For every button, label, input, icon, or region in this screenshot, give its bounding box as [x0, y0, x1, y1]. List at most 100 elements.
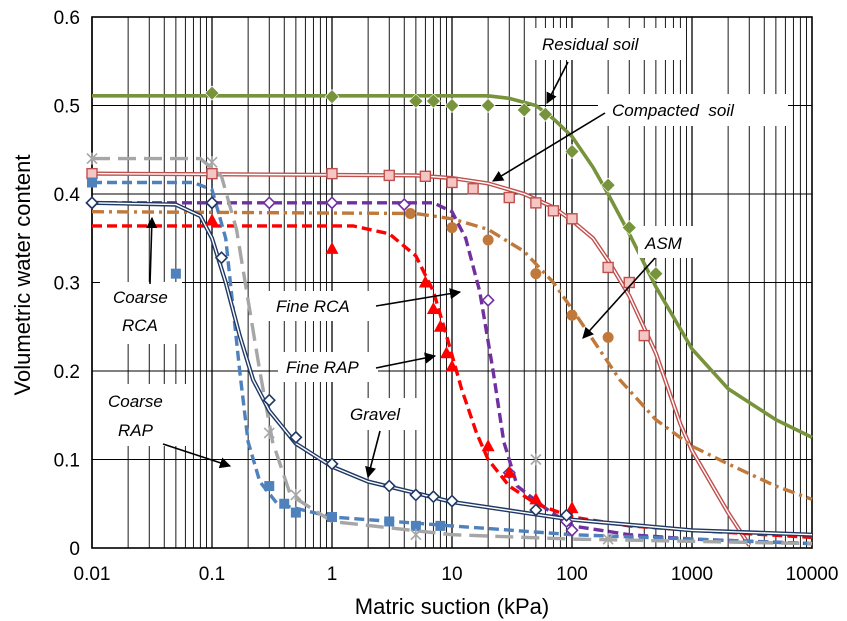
tick-labels: 0.01 0.1 1 10 100 1000 10000 0 0.1 0.2 0.3 0.4 0.5 0.… [54, 8, 839, 585]
y-tick-label: 0 [69, 539, 80, 560]
fit-curve-fine-rca [92, 201, 813, 546]
data-point-coarse-rap [264, 481, 275, 492]
data-point-residual-soil [425, 93, 441, 109]
data-point-fine-rca [481, 293, 495, 307]
data-point-fine-rap [433, 319, 447, 332]
data-point-fine-rap [205, 213, 219, 226]
label-box-coarse-rca [100, 282, 182, 344]
data-point-residual-soil [621, 220, 637, 236]
data-point-gravel [289, 430, 303, 445]
data-point-residual-soil [324, 89, 340, 105]
label-box-gravel [340, 398, 418, 430]
x-axis-title: Matric suction (kPa) [355, 594, 549, 619]
plot-frame [91, 16, 813, 549]
data-point-coarse-rca [263, 426, 275, 439]
data-point-asm [530, 268, 542, 280]
data-point-asm [446, 222, 458, 234]
x-tick-label: 1 [327, 564, 338, 585]
data-point-coarse-rca [86, 152, 98, 165]
arrow-compacted-soil [492, 112, 606, 182]
data-point-fine-rca [565, 523, 579, 537]
data-point-asm [602, 331, 614, 343]
data-point-gravel [205, 196, 219, 210]
data-point-coarse-rca [602, 533, 614, 546]
data-point-gravel [214, 251, 229, 265]
data-point-residual-soil [516, 102, 532, 118]
label-coarse-rca-line2: RCA [122, 316, 158, 335]
y-tick-label: 0.1 [54, 451, 80, 472]
y-tick-label: 0.4 [54, 185, 81, 206]
data-point-coarse-rap [290, 507, 301, 518]
label-residual-soil: Residual soil [542, 35, 640, 54]
leader-arrows [146, 61, 656, 479]
x-tick-label: 10000 [786, 564, 839, 585]
data-point-compacted-soil [467, 182, 479, 195]
data-point-coarse-rap [410, 520, 421, 531]
label-box-fine-rap [278, 352, 378, 382]
data-point-asm [566, 309, 578, 321]
data-point-compacted-soil [419, 170, 432, 183]
arrow-gravel [365, 430, 381, 479]
annotations: Residual soil Compacted soil ASM Fine RC… [98, 28, 788, 446]
y-tick-label: 0.3 [54, 274, 80, 295]
data-point-compacted-soil [638, 329, 650, 342]
data-point-compacted-soil [503, 191, 515, 204]
data-point-residual-soil [444, 98, 460, 113]
data-point-compacted-soil [206, 167, 218, 180]
y-axis-title: Volumetric water content [10, 155, 35, 396]
label-box-asm [638, 226, 698, 258]
data-point-fine-rca [397, 197, 411, 212]
data-point-fine-rap [426, 302, 440, 315]
x-tick-label: 1000 [671, 564, 713, 585]
data-point-residual-soil [564, 144, 580, 159]
data-point-fine-rap [529, 492, 543, 505]
label-coarse-rca-line1: Coarse [113, 288, 168, 307]
data-point-gravel [85, 196, 99, 210]
data-point-fine-rca [325, 196, 339, 210]
arrow-asm [582, 257, 656, 339]
data-point-compacted-soil [566, 213, 578, 225]
data-point-compacted-soil [547, 205, 560, 217]
data-point-fine-rap [445, 359, 459, 372]
plot-area-border [91, 16, 813, 549]
label-fine-rap: Fine RAP [286, 358, 359, 377]
data-point-coarse-rca [206, 156, 218, 169]
data-point-coarse-rca [530, 453, 542, 466]
label-fine-rca: Fine RCA [276, 297, 350, 316]
data-point-asm [482, 234, 494, 246]
data-point-coarse-rca [410, 528, 422, 541]
data-point-gravel [445, 494, 459, 508]
data-point-compacted-soil [383, 169, 395, 182]
data-point-residual-soil [480, 98, 496, 113]
arrow-coarse-rca [146, 216, 158, 285]
data-point-compacted-soil [530, 197, 542, 209]
data-point-fine-rap [502, 465, 516, 478]
label-gravel: Gravel [350, 405, 401, 424]
data-point-residual-soil [600, 177, 616, 193]
data-point-gravel [529, 503, 543, 517]
x-tick-label: 10 [441, 564, 462, 585]
x-tick-label: 100 [556, 564, 588, 585]
data-point-coarse-rca [290, 488, 302, 501]
label-box-fine-rca [268, 291, 378, 321]
data-point-compacted-soil [446, 176, 458, 189]
data-point-residual-soil [648, 266, 664, 282]
data-point-fine-rca [262, 196, 276, 210]
data-point-gravel [559, 508, 574, 522]
data-point-fine-rap [440, 346, 454, 359]
y-tick-label: 0.5 [54, 97, 80, 118]
data-point-gravel [262, 393, 276, 407]
label-asm: ASM [644, 234, 683, 253]
data-point-fine-rap [418, 275, 432, 288]
data-point-gravel [382, 479, 396, 493]
label-box-residual-soil [525, 28, 685, 60]
label-compacted-soil: Compacted soil [612, 101, 735, 120]
data-point-compacted-soil [326, 167, 338, 180]
label-box-compacted-soil [598, 94, 788, 126]
x-tick-label: 0.1 [199, 564, 225, 585]
label-coarse-rap-line1: Coarse [108, 392, 163, 411]
data-point-fine-rap [481, 439, 495, 452]
data-point-asm [404, 207, 416, 219]
data-point-gravel [409, 488, 423, 502]
